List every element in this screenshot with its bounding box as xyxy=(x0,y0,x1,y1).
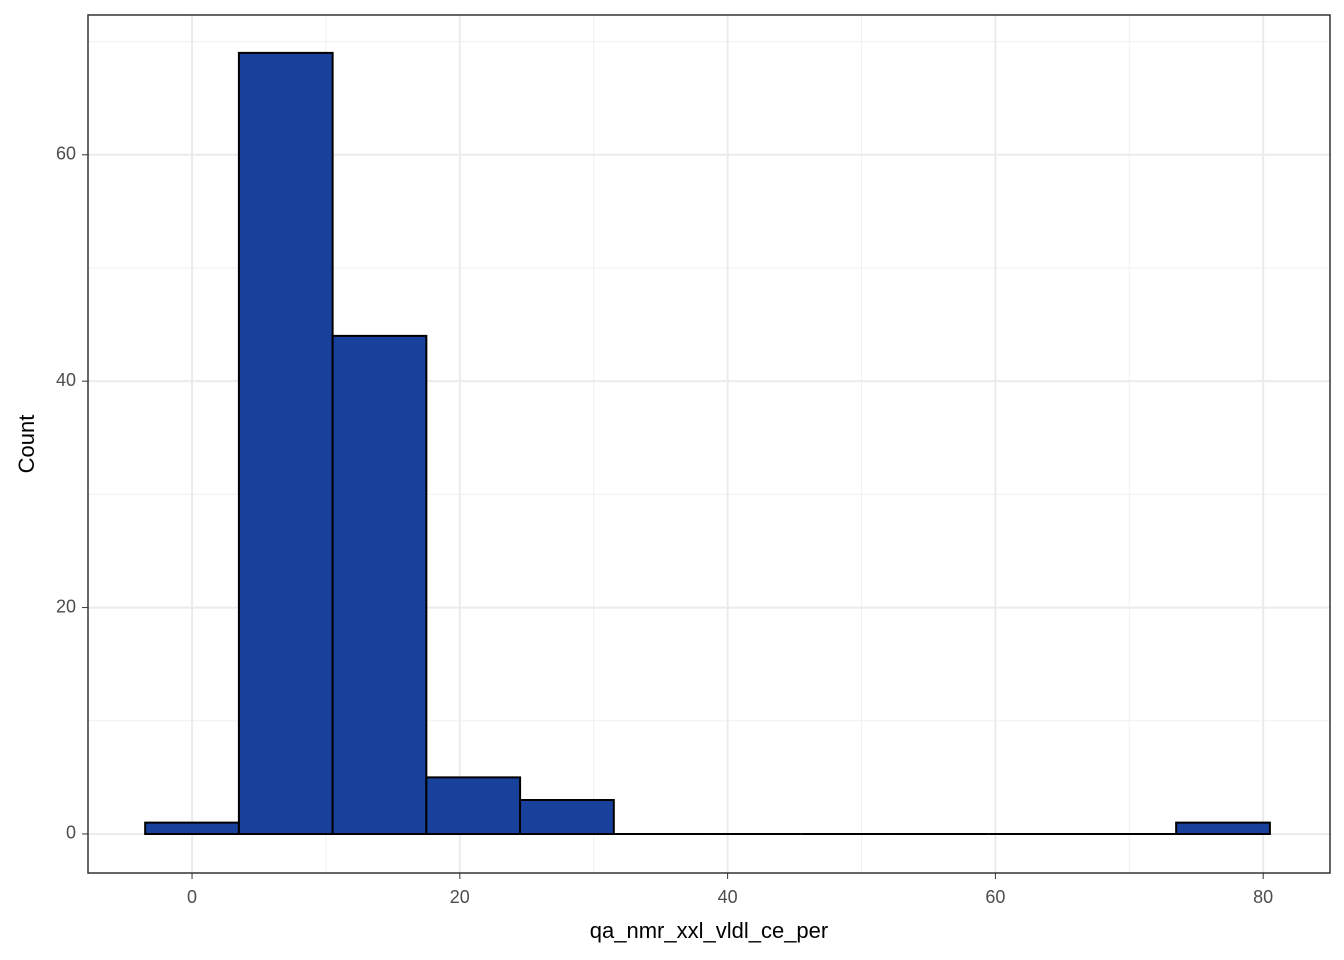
x-tick-label: 20 xyxy=(450,887,470,907)
x-tick-label: 40 xyxy=(718,887,738,907)
x-tick-label: 60 xyxy=(985,887,1005,907)
y-tick-label: 60 xyxy=(56,144,76,164)
bar xyxy=(144,821,240,835)
bar xyxy=(237,51,334,835)
bar xyxy=(425,776,522,835)
y-axis-title: Count xyxy=(14,415,39,474)
y-tick-label: 40 xyxy=(56,370,76,390)
bar xyxy=(519,798,615,835)
x-tick-label: 0 xyxy=(187,887,197,907)
x-axis-title: qa_nmr_xxl_vldl_ce_per xyxy=(590,918,828,943)
plot-border xyxy=(87,14,1331,874)
y-tick-label: 0 xyxy=(66,823,76,843)
bar xyxy=(1175,821,1271,835)
x-tick-label: 80 xyxy=(1253,887,1273,907)
bar xyxy=(331,334,428,835)
y-tick-label: 20 xyxy=(56,596,76,616)
